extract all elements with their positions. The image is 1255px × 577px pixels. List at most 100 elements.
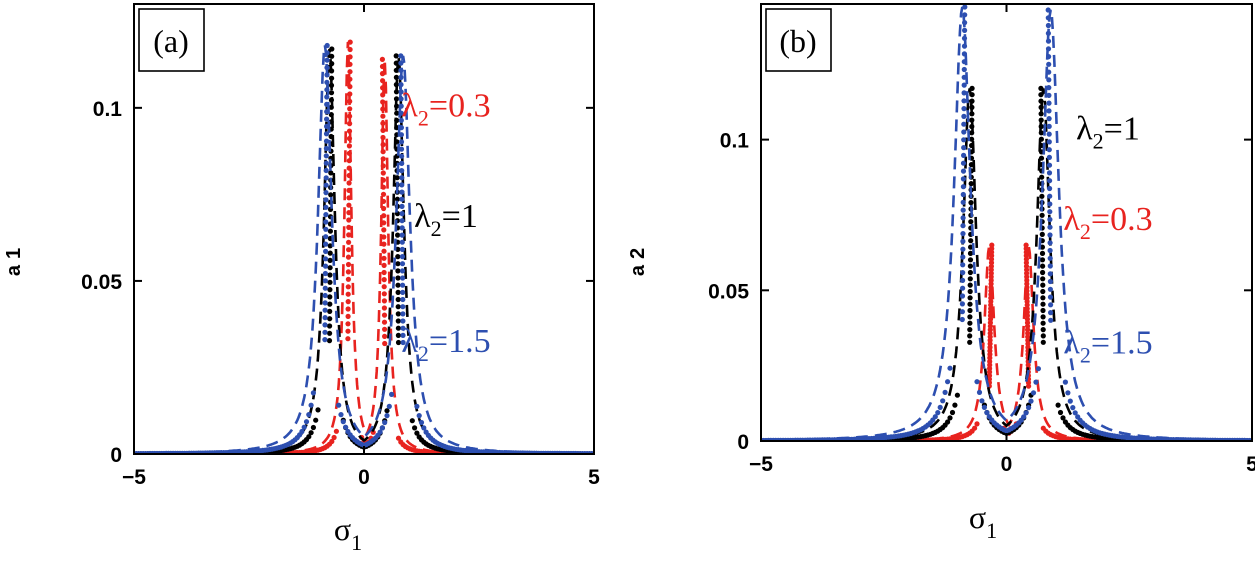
series-marker (399, 218, 405, 224)
series-marker (322, 263, 329, 269)
series-marker (322, 285, 328, 291)
series-marker (409, 418, 415, 424)
series-marker (960, 191, 966, 198)
series-marker (972, 425, 978, 431)
series-marker (1047, 278, 1053, 285)
series-marker (393, 82, 399, 88)
series-marker (961, 137, 967, 143)
series-marker (967, 339, 973, 345)
series-marker (421, 425, 427, 431)
series-marker (1023, 410, 1029, 416)
series-marker (347, 46, 353, 53)
series-marker (384, 408, 390, 414)
series-marker (323, 241, 329, 247)
series-marker (961, 51, 968, 57)
series-marker (1038, 136, 1044, 142)
series-marker (1045, 38, 1052, 44)
series-marker (960, 270, 966, 276)
series-marker (1065, 390, 1071, 396)
series-marker (1039, 193, 1045, 199)
series-marker (381, 248, 387, 254)
panel-label: (a) (153, 23, 189, 59)
series-marker (345, 299, 351, 305)
series-marker (967, 250, 974, 256)
series-marker (322, 307, 328, 313)
series-marker (1047, 263, 1053, 269)
series-marker (968, 181, 974, 187)
series-marker (960, 262, 966, 268)
series-marker (1045, 7, 1051, 13)
series-marker (412, 425, 418, 431)
plot-area (134, 39, 594, 454)
series-marker (327, 243, 333, 249)
series-marker (380, 134, 386, 141)
series-marker (1024, 316, 1030, 322)
series-marker (324, 94, 330, 100)
series-marker (1047, 216, 1053, 223)
series-marker (347, 76, 353, 82)
x-tick-label: 0 (358, 466, 370, 489)
series-marker (988, 277, 994, 283)
series-marker (323, 248, 329, 254)
series-marker (327, 330, 333, 336)
series-marker (322, 270, 328, 277)
series-marker (1047, 247, 1053, 254)
series-marker (1038, 130, 1044, 136)
series-marker (969, 117, 975, 123)
series-marker (1040, 327, 1046, 333)
series-marker (329, 75, 335, 81)
series-marker (989, 242, 995, 248)
series-marker (394, 117, 400, 123)
series-marker (960, 168, 967, 174)
series-marker (967, 333, 973, 339)
y-tick-label: 0 (737, 431, 749, 454)
series-marker (380, 191, 387, 197)
series-marker (324, 50, 330, 56)
series-marker (968, 238, 974, 244)
series-marker (381, 298, 387, 304)
series-marker (418, 419, 425, 426)
series-1 (761, 85, 1252, 441)
series-marker (327, 272, 333, 278)
series-marker (346, 180, 352, 186)
series-marker (398, 96, 404, 102)
series-marker (976, 389, 983, 395)
series-marker (932, 414, 938, 420)
series-marker (393, 89, 400, 95)
series-marker (380, 184, 386, 190)
series-marker (323, 153, 329, 159)
series-marker (967, 269, 974, 276)
series-marker (324, 109, 330, 115)
series-marker (947, 365, 953, 371)
series-marker (395, 339, 402, 346)
series-marker (346, 239, 352, 245)
series-marker (379, 71, 386, 77)
series-marker (328, 192, 334, 198)
series-marker (959, 309, 966, 315)
series-marker (346, 165, 352, 171)
series-marker (1039, 231, 1045, 237)
series-marker (967, 263, 974, 269)
series-marker (1046, 100, 1052, 106)
series-marker (1047, 185, 1053, 192)
series-marker (327, 228, 333, 234)
series-marker (398, 117, 404, 123)
series-marker (395, 332, 401, 338)
series-marker (345, 276, 351, 282)
series-marker (949, 409, 956, 416)
series-marker (960, 199, 966, 205)
series-marker (952, 402, 958, 408)
series-marker (1046, 92, 1052, 98)
series-marker (400, 275, 406, 281)
series-marker (399, 225, 405, 231)
series-marker (959, 316, 965, 323)
series-marker (399, 211, 405, 217)
series-marker (967, 282, 973, 288)
series-marker (416, 413, 422, 419)
series-0_3 (761, 242, 1252, 441)
series-marker (345, 254, 352, 260)
series-marker (1046, 162, 1053, 168)
series-marker (1040, 282, 1046, 288)
series-marker (345, 328, 351, 334)
series-marker (1047, 193, 1053, 199)
